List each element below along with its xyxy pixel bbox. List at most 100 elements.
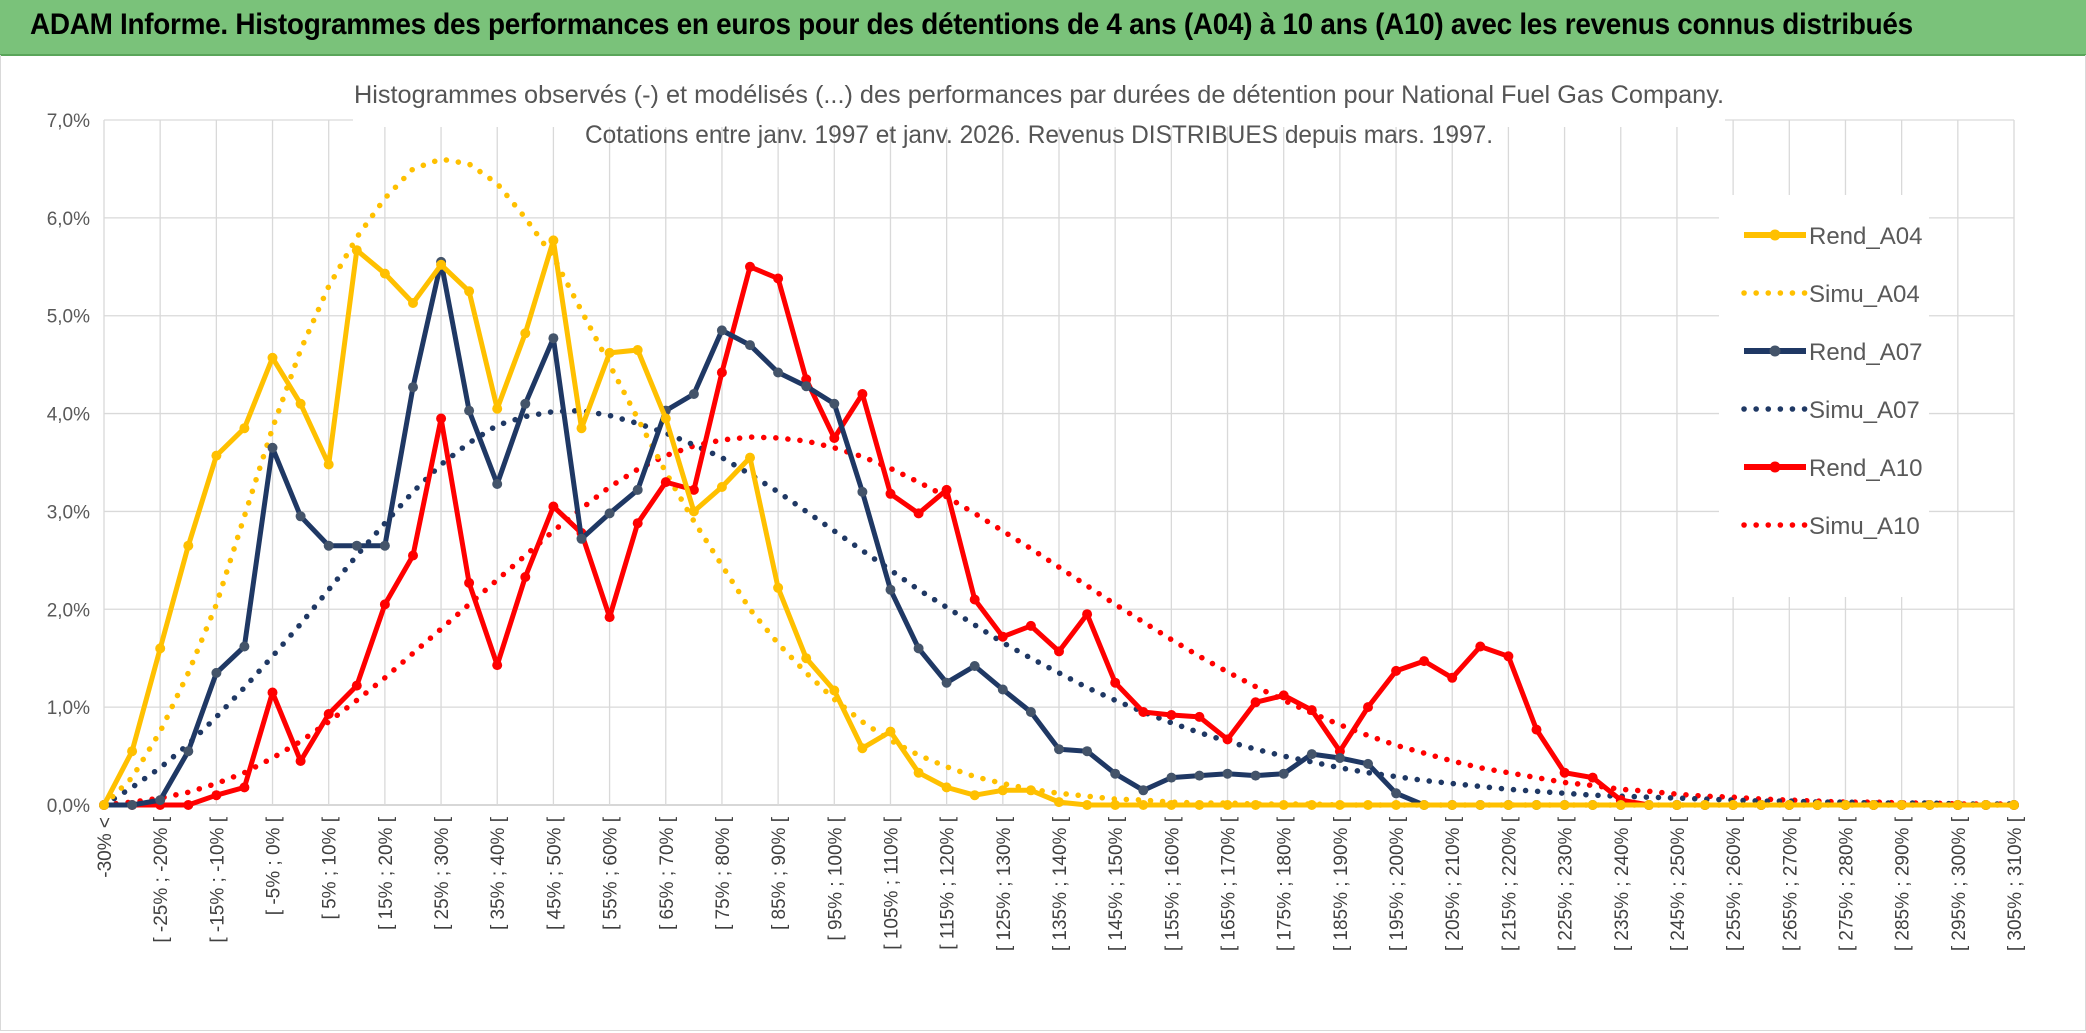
rend-a07-point bbox=[267, 442, 278, 453]
rend-a10-point bbox=[1082, 609, 1093, 620]
rend-a04-point bbox=[1952, 800, 1963, 810]
rend-a10-point bbox=[1222, 734, 1233, 745]
rend-a07-point bbox=[632, 484, 643, 495]
rend-a10-point bbox=[716, 367, 727, 378]
y-tick-label: 7,0% bbox=[47, 111, 90, 132]
rend-a07-point bbox=[1278, 768, 1289, 779]
x-tick-label: [ 105% ; 110% [ bbox=[881, 816, 902, 949]
legend-simu-a10-label: Simu_A10 bbox=[1809, 513, 1920, 540]
rend-a07-point bbox=[1222, 768, 1233, 779]
x-tick-label: [ 305% ; 310% [ bbox=[2005, 816, 2026, 951]
y-tick-label: 3,0% bbox=[47, 502, 90, 523]
rend-a04-point bbox=[127, 746, 138, 757]
legend-rend-a10-marker bbox=[1769, 461, 1781, 473]
rend-a07-point bbox=[548, 333, 559, 344]
rend-a04-point bbox=[239, 423, 250, 434]
rend-a10-point bbox=[997, 631, 1008, 642]
rend-a10-point bbox=[267, 687, 278, 698]
rend-a07-point bbox=[155, 795, 166, 806]
rend-a04-point bbox=[1868, 800, 1879, 810]
rend-a10-point bbox=[1166, 710, 1177, 720]
rend-a10-point bbox=[1475, 641, 1486, 652]
rend-a10-point bbox=[801, 374, 812, 385]
x-tick-label: [ 235% ; 240% [ bbox=[1612, 816, 1633, 951]
rend-a04-point bbox=[464, 286, 475, 297]
rend-a04-point bbox=[2009, 800, 2019, 810]
rend-a10-point bbox=[1250, 697, 1261, 708]
y-tick-label: 6,0% bbox=[47, 209, 90, 230]
rend-a04-point bbox=[1531, 800, 1542, 810]
rend-a04-point bbox=[969, 790, 980, 801]
rend-a04-point bbox=[1503, 800, 1514, 810]
rend-a07-point bbox=[183, 746, 194, 757]
rend-a07-point bbox=[520, 398, 531, 409]
rend-a10-point bbox=[1559, 767, 1570, 778]
rend-a07-point bbox=[604, 508, 615, 519]
y-tick-label: 2,0% bbox=[47, 600, 90, 621]
rend-a10-point bbox=[660, 477, 671, 488]
rend-a04-point bbox=[1643, 800, 1654, 810]
x-tick-label: [ 195% ; 200% [ bbox=[1387, 816, 1408, 951]
rend-a10-point bbox=[913, 508, 924, 519]
rend-a10-point bbox=[295, 756, 306, 766]
rend-a10-point bbox=[239, 782, 250, 793]
x-tick-label: [ 275% ; 280% [ bbox=[1836, 816, 1857, 951]
rend-a04-point bbox=[1222, 800, 1233, 810]
rend-a04-point bbox=[1475, 800, 1486, 810]
y-tick-label: 4,0% bbox=[47, 405, 90, 426]
rend-a10-point bbox=[1278, 690, 1289, 701]
rend-a07-point bbox=[295, 511, 306, 522]
x-tick-label: [ 65% ; 70% [ bbox=[657, 816, 678, 930]
x-tick-label: [ 165% ; 170% [ bbox=[1219, 816, 1240, 951]
rend-a04-point bbox=[1054, 797, 1064, 808]
rend-a04-point bbox=[1447, 800, 1458, 810]
x-tick-label: [ 25% ; 30% [ bbox=[432, 816, 453, 930]
rend-a07-point bbox=[913, 643, 924, 654]
rend-a07-point bbox=[1250, 770, 1261, 781]
rend-a04-point bbox=[1334, 800, 1345, 810]
rend-a10-point bbox=[492, 660, 503, 671]
x-tick-label: [ 5% ; 10% [ bbox=[320, 816, 341, 919]
rend-a10-point bbox=[1587, 772, 1598, 783]
y-axis: 0,0% 1,0% 2,0% 3,0% 4,0% 5,0% 6,0% 7,0% bbox=[47, 111, 90, 817]
rend-a04-point bbox=[745, 452, 755, 463]
x-tick-label: [ 225% ; 230% [ bbox=[1556, 816, 1577, 951]
legend-background bbox=[1719, 195, 1929, 597]
rend-a10-point bbox=[1531, 724, 1542, 735]
legend-simu-a04-label: Simu_A04 bbox=[1809, 281, 1920, 308]
rend-a07-point bbox=[351, 540, 362, 551]
chart-frame: 0,0% 1,0% 2,0% 3,0% 4,0% 5,0% 6,0% 7,0% -30% < [… bbox=[0, 55, 2086, 1031]
rend-a10-point bbox=[1138, 707, 1149, 717]
rend-a04-point bbox=[941, 782, 952, 793]
x-tick-label: [ 55% ; 60% [ bbox=[601, 816, 622, 930]
rend-a07-point bbox=[464, 405, 475, 416]
rend-a07-point bbox=[323, 540, 334, 551]
x-axis: -30% < [ -25% ; -20% [[ -15% ; -10% [[ -5… bbox=[95, 816, 2026, 951]
x-tick-label: [ 295% ; 300% [ bbox=[1949, 816, 1970, 951]
x-tick-label: [ 125% ; 130% [ bbox=[994, 816, 1015, 951]
rend-a10-point bbox=[436, 413, 447, 424]
rend-a04-point bbox=[829, 685, 840, 696]
chart-title-group: Histogrammes observés (-) et modélisés (… bbox=[353, 61, 1725, 149]
rend-a10-point bbox=[969, 594, 980, 605]
rend-a04-point bbox=[576, 423, 587, 434]
rend-a10-point bbox=[351, 680, 362, 691]
rend-a04-point bbox=[520, 328, 531, 339]
series-group bbox=[99, 156, 2019, 810]
rend-a04-point bbox=[1924, 800, 1935, 810]
rend-a04-point bbox=[1363, 800, 1373, 810]
report-banner: ADAM Informe. Histogrammes des performan… bbox=[0, 0, 2086, 56]
rend-a07-point bbox=[941, 677, 952, 688]
x-tick-label: -30% < bbox=[95, 817, 116, 878]
report-title: ADAM Informe. Histogrammes des performan… bbox=[30, 8, 1913, 41]
x-tick-label: [ 215% ; 220% [ bbox=[1499, 816, 1520, 951]
rend-a04-point bbox=[1840, 800, 1851, 810]
rend-a10-point bbox=[1054, 646, 1064, 657]
rend-a07-point bbox=[829, 398, 840, 409]
rend-a04-point bbox=[379, 268, 390, 279]
rend-a07-point bbox=[1054, 744, 1064, 755]
rend-a04-point bbox=[913, 767, 924, 778]
rend-a07-point bbox=[1110, 768, 1121, 779]
rend-a04-point bbox=[1306, 800, 1317, 810]
rend-a07-point bbox=[379, 540, 390, 551]
